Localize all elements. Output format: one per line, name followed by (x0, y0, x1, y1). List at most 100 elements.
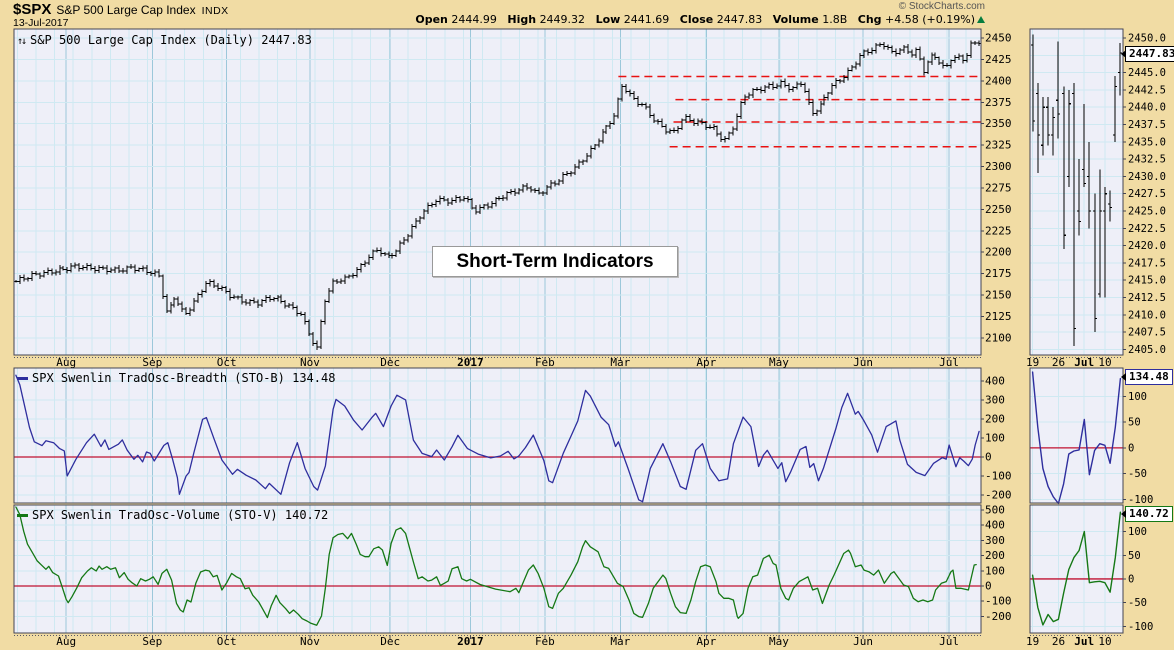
low-value: 2441.69 (623, 13, 670, 26)
open-value: 2444.99 (451, 13, 497, 26)
stov-legend-value: 140.72 (284, 508, 329, 522)
svg-text:2225: 2225 (985, 224, 1012, 237)
svg-text:2407.5: 2407.5 (1128, 327, 1166, 339)
x-axis-strip (14, 635, 1123, 639)
svg-text:May: May (769, 635, 789, 648)
svg-text:Apr: Apr (696, 635, 716, 648)
svg-text:2435.0: 2435.0 (1128, 136, 1166, 148)
svg-text:2445.0: 2445.0 (1128, 67, 1166, 79)
stob-last-value-label: 134.48 (1121, 369, 1173, 385)
svg-text:2400: 2400 (985, 74, 1012, 87)
svg-text:Feb: Feb (535, 356, 555, 369)
chg-label: Chg (857, 13, 882, 26)
svg-text:2325: 2325 (985, 139, 1012, 152)
svg-text:-100: -100 (1128, 621, 1153, 633)
ticker-exchange: INDX (201, 5, 229, 17)
volume-value: 1.8B (822, 13, 848, 26)
svg-text:Nov: Nov (300, 356, 320, 369)
svg-text:300: 300 (985, 393, 1005, 406)
open-label: Open (415, 13, 448, 26)
main-chart-legend: ↑↓ S&P 500 Large Cap Index (Daily) 2447.8… (17, 33, 312, 47)
svg-text:0: 0 (1128, 442, 1134, 454)
svg-text:Jul: Jul (1074, 356, 1094, 369)
svg-text:Jun: Jun (853, 356, 873, 369)
svg-text:2417.5: 2417.5 (1128, 257, 1166, 269)
svg-text:Apr: Apr (696, 356, 716, 369)
svg-text:400: 400 (985, 374, 1005, 387)
main-legend-value: 2447.83 (261, 33, 312, 47)
svg-text:-100: -100 (985, 470, 1012, 483)
svg-text:0: 0 (985, 580, 992, 593)
svg-text:10: 10 (1098, 635, 1111, 648)
svg-text:2100: 2100 (985, 331, 1012, 344)
svg-text:2300: 2300 (985, 160, 1012, 173)
svg-text:2175: 2175 (985, 267, 1012, 280)
svg-text:Sep: Sep (142, 635, 162, 648)
svg-text:2450: 2450 (985, 31, 1012, 44)
stob-legend-value: 134.48 (292, 371, 336, 385)
high-label: High (507, 13, 537, 26)
svg-text:2150: 2150 (985, 289, 1012, 302)
svg-text:2410.0: 2410.0 (1128, 309, 1166, 321)
svg-text:-200: -200 (985, 489, 1012, 502)
last-price-label: 2447.83 (1120, 46, 1174, 62)
svg-text:0: 0 (1128, 573, 1134, 585)
svg-text:Mar: Mar (610, 356, 630, 369)
ticker-name: S&P 500 Large Cap Index (56, 3, 196, 17)
stob-legend-label: SPX Swenlin TradOsc-Breadth (STO-B) (32, 371, 285, 385)
svg-text:2250: 2250 (985, 203, 1012, 216)
sto-b-inset-chart (1029, 367, 1126, 505)
svg-text:300: 300 (985, 534, 1005, 547)
svg-text:200: 200 (985, 412, 1005, 425)
svg-text:2415.0: 2415.0 (1128, 275, 1166, 287)
close-value: 2447.83 (716, 13, 763, 26)
svg-text:200: 200 (985, 549, 1005, 562)
svg-text:2350: 2350 (985, 117, 1012, 130)
svg-text:2425: 2425 (985, 53, 1012, 66)
svg-text:50: 50 (1128, 417, 1141, 429)
stov-last-value-label: 140.72 (1121, 506, 1173, 522)
chart-date: 13-Jul-2017 (13, 17, 69, 29)
svg-text:Jul: Jul (1074, 635, 1094, 648)
svg-text:2437.5: 2437.5 (1128, 119, 1166, 131)
svg-text:2275: 2275 (985, 181, 1012, 194)
svg-text:19: 19 (1026, 356, 1039, 369)
svg-text:2427.5: 2427.5 (1128, 188, 1166, 200)
svg-text:2425.0: 2425.0 (1128, 206, 1166, 218)
svg-text:2200: 2200 (985, 246, 1012, 259)
svg-text:26: 26 (1052, 635, 1065, 648)
main-legend-label: S&P 500 Large Cap Index (Daily) (30, 33, 255, 47)
svg-text:2450.0: 2450.0 (1128, 32, 1166, 44)
stob-legend: SPX Swenlin TradOsc-Breadth (STO-B) 134.… (17, 371, 335, 385)
svg-text:10: 10 (1098, 356, 1111, 369)
svg-text:2442.5: 2442.5 (1128, 84, 1166, 96)
svg-text:2017: 2017 (457, 635, 484, 648)
close-label: Close (679, 13, 714, 26)
stov-legend-label: SPX Swenlin TradOsc-Volume (STO-V) (32, 508, 278, 522)
svg-text:-100: -100 (1128, 494, 1153, 506)
sto-v-inset-chart (1029, 504, 1126, 634)
svg-text:-100: -100 (985, 595, 1012, 608)
stov-legend: SPX Swenlin TradOsc-Volume (STO-V) 140.7… (17, 508, 328, 522)
svg-text:-50: -50 (1128, 468, 1147, 480)
main-price-chart (13, 28, 984, 356)
svg-text:2125: 2125 (985, 310, 1012, 323)
sto-b-chart (13, 367, 984, 504)
updown-arrows-icon: ↑↓ (17, 36, 27, 47)
svg-text:2375: 2375 (985, 96, 1012, 109)
svg-text:26: 26 (1052, 356, 1065, 369)
svg-text:Oct: Oct (217, 635, 237, 648)
svg-text:Sep: Sep (142, 356, 162, 369)
svg-text:Feb: Feb (535, 635, 555, 648)
svg-text:100: 100 (985, 564, 1005, 577)
svg-text:Aug: Aug (56, 356, 76, 369)
svg-text:2420.0: 2420.0 (1128, 240, 1166, 252)
sto-v-chart (13, 504, 984, 634)
svg-text:Nov: Nov (300, 635, 320, 648)
svg-text:2440.0: 2440.0 (1128, 102, 1166, 114)
svg-text:Aug: Aug (56, 635, 76, 648)
svg-text:2412.5: 2412.5 (1128, 292, 1166, 304)
chg-value: +4.58 (+0.19%) (885, 13, 975, 26)
